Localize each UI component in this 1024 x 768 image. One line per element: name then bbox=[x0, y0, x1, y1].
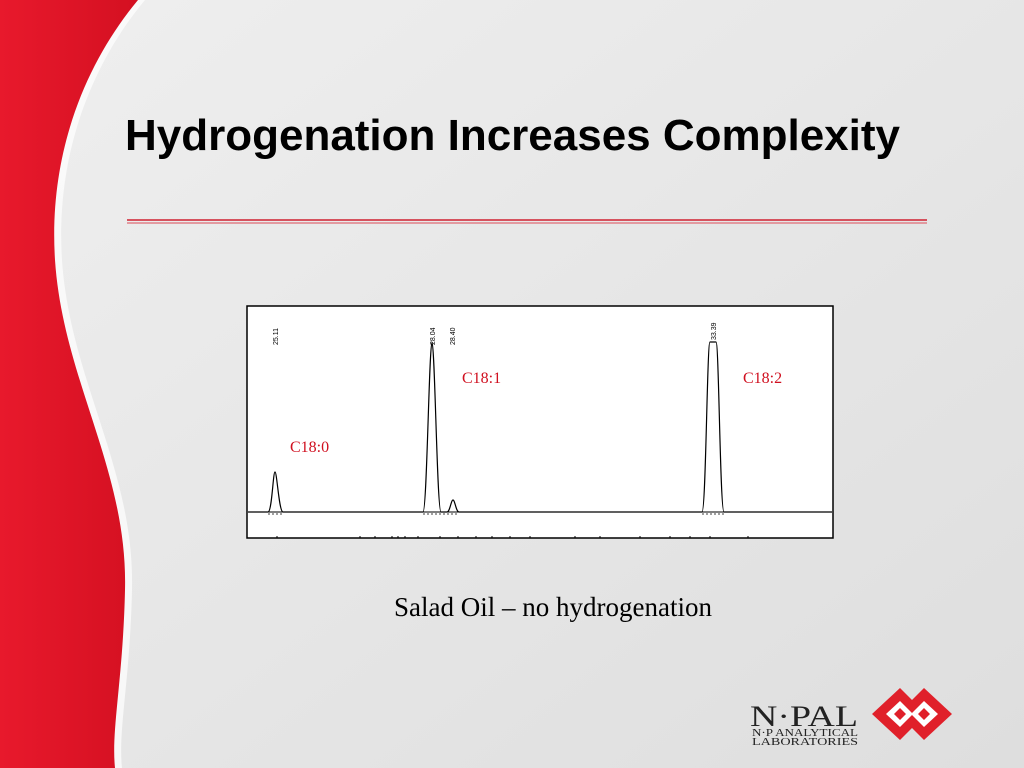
peak-time: 28.40 bbox=[450, 327, 457, 345]
red-wave bbox=[0, 0, 138, 768]
logo-line: N·P ANALYTICAL bbox=[752, 728, 858, 739]
peak-label: C18:2 bbox=[743, 370, 782, 387]
peak-label: C18:1 bbox=[462, 370, 501, 387]
logo-mark bbox=[872, 688, 952, 740]
tick-marks bbox=[276, 536, 749, 538]
logo-name: N·PAL bbox=[750, 700, 858, 733]
caption: Salad Oil – no hydrogenation bbox=[394, 592, 712, 622]
logo: N·PAL N·P ANALYTICAL LABORATORIES bbox=[750, 688, 952, 748]
chromatogram: 25.11 28.04 28.40 33.39 C18:0 C18:1 C18:… bbox=[246, 305, 834, 539]
trace bbox=[248, 341, 832, 513]
peak-time: 28.04 bbox=[430, 327, 437, 345]
chart-frame bbox=[246, 305, 834, 539]
peak-label: C18:0 bbox=[290, 439, 329, 456]
slide-title: Hydrogenation Increases Complexity bbox=[125, 111, 901, 160]
peak-time: 25.11 bbox=[273, 328, 280, 345]
peak-time: 33.39 bbox=[711, 322, 718, 340]
logo-line: LABORATORIES bbox=[752, 737, 858, 748]
